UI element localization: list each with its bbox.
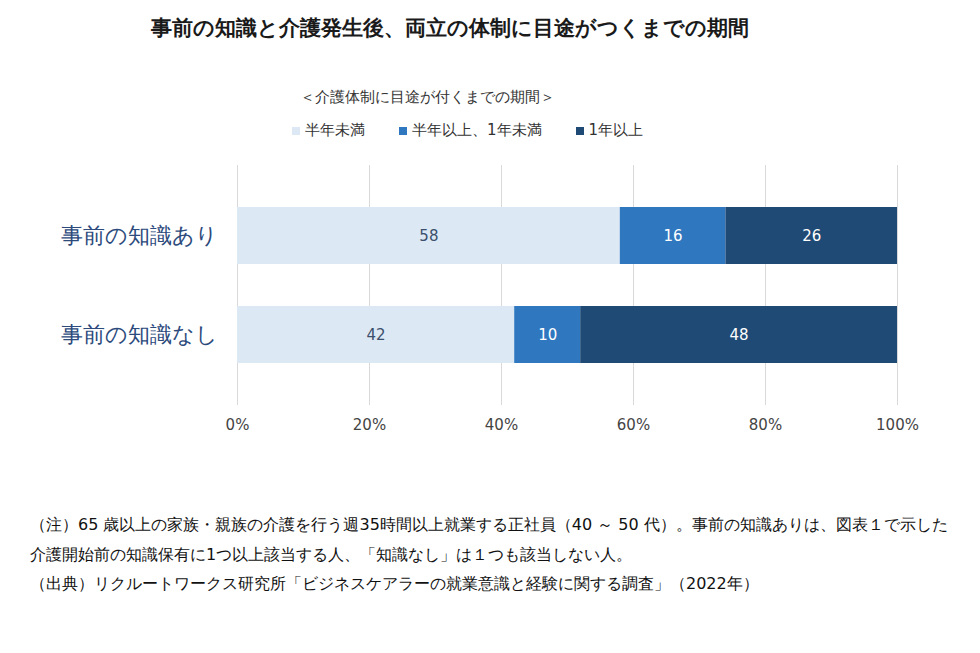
html-text:（注）65 歳以上の家族・親族の介護を行う週35時間以上就業: （注）65 歳以上の家族・親族の介護を行う週35時間以上就業する正社員（40 ～…	[30, 515, 948, 564]
svg-text:80%: 80%	[749, 416, 782, 434]
svg-text:事前の知識あり: 事前の知識あり	[61, 223, 218, 248]
svg-text:20%: 20%	[353, 416, 386, 434]
svg-text:事前の知識なし: 事前の知識なし	[61, 322, 218, 347]
html-text:（出典）リクルートワークス研究所「ビジネスケアラーの就業意識: （出典）リクルートワークス研究所「ビジネスケアラーの就業意識と経験に関する調査」…	[30, 574, 759, 594]
svg-text:60%: 60%	[617, 416, 650, 434]
svg-text:16: 16	[664, 227, 683, 245]
html-text:事前の知識と介護発生後、両立の体制に目途がつくまでの期間: 事前の知識と介護発生後、両立の体制に目途がつくまでの期間	[151, 16, 749, 40]
html-text:＜介護体制に目途が付くまでの期間＞: ＜介護体制に目途が付くまでの期間＞	[300, 88, 555, 106]
svg-text:10: 10	[538, 326, 557, 344]
html-text:1年以上: 1年以上	[588, 121, 644, 139]
svg-text:40%: 40%	[485, 416, 518, 434]
svg-text:42: 42	[367, 326, 386, 344]
svg-text:100%: 100%	[876, 416, 919, 434]
svg-text:48: 48	[730, 326, 749, 344]
svg-text:26: 26	[802, 227, 821, 245]
html-text:半年以上、1年未満: 半年以上、1年未満	[412, 121, 542, 139]
svg-text:0%: 0%	[226, 416, 250, 434]
svg-text:58: 58	[419, 227, 438, 245]
html-text:半年未満: 半年未満	[305, 121, 365, 139]
